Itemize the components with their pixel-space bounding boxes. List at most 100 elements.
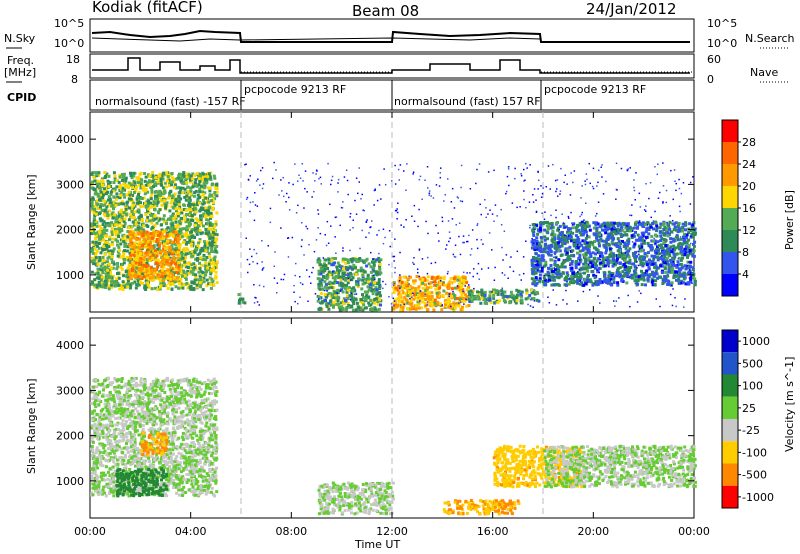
- echo-cell: [625, 233, 629, 237]
- echo-cell: [667, 280, 671, 283]
- echo-cell: [348, 286, 352, 290]
- echo-cell: [123, 285, 127, 289]
- echo-cell: [681, 229, 684, 233]
- echo-cell: [154, 197, 158, 201]
- echo-cell: [606, 237, 610, 241]
- echo-cell: [519, 294, 523, 298]
- echo-cell: [161, 268, 165, 272]
- echo-cell: [394, 286, 398, 290]
- echo-cell: [92, 217, 96, 221]
- echo-cell: [615, 274, 619, 278]
- echo-cell: [663, 261, 667, 264]
- echo-cell: [621, 240, 624, 243]
- echo-cell: [453, 306, 457, 310]
- echo-cell: [417, 293, 421, 297]
- echo-cell: [141, 204, 145, 208]
- echo-cell: [546, 250, 550, 254]
- echo-cell: [119, 219, 123, 223]
- echo-cell: [124, 269, 128, 273]
- echo-cell: [100, 208, 104, 212]
- echo-cell: [154, 190, 158, 193]
- echo-cell: [95, 283, 99, 287]
- echo-cell: [373, 297, 377, 301]
- echo-cell: [629, 275, 633, 279]
- echo-cell: [173, 280, 177, 284]
- echo-cell: [179, 257, 183, 261]
- echo-cell: [118, 184, 122, 187]
- echo-cell: [554, 268, 557, 272]
- echo-cell: [116, 272, 119, 276]
- echo-cell: [204, 267, 208, 271]
- echo-cell: [100, 281, 104, 285]
- echo-cell: [607, 275, 611, 279]
- echo-cell: [623, 271, 627, 275]
- echo-cell: [102, 220, 106, 224]
- echo-cell: [632, 262, 635, 266]
- echo-cell: [209, 270, 213, 274]
- echo-cell: [412, 281, 416, 285]
- nsky-panel-frame: [89, 18, 695, 53]
- echo-cell: [672, 239, 676, 243]
- echo-cell: [642, 262, 646, 266]
- echo-cell: [99, 219, 103, 223]
- echo-cell: [144, 213, 148, 216]
- echo-cell: [442, 275, 446, 279]
- echo-cell: [151, 179, 155, 183]
- echo-cell: [191, 177, 195, 181]
- echo-cell: [164, 185, 168, 189]
- echo-cell: [160, 232, 164, 236]
- echo-cell: [118, 230, 122, 234]
- echo-cell: [154, 258, 158, 262]
- echo-cell: [543, 238, 547, 242]
- echo-cell: [553, 241, 557, 245]
- echo-cell: [113, 178, 117, 182]
- echo-cell: [168, 245, 172, 249]
- echo-cell: [399, 285, 403, 289]
- echo-cell: [212, 174, 216, 178]
- echo-cell: [661, 282, 665, 285]
- echo-cell: [567, 230, 571, 233]
- echo-cell: [329, 283, 333, 287]
- echo-cell: [618, 252, 621, 256]
- echo-cell: [90, 282, 94, 286]
- echo-cell: [204, 231, 208, 235]
- echo-cell: [151, 219, 155, 222]
- echo-cell: [212, 240, 216, 244]
- echo-cell: [146, 232, 150, 236]
- echo-cell: [157, 275, 161, 279]
- echo-cell: [127, 218, 131, 222]
- echo-cell: [653, 266, 657, 269]
- echo-cell: [461, 288, 465, 292]
- echo-cell: [103, 279, 107, 283]
- echo-cell: [341, 259, 345, 263]
- echo-cell: [108, 252, 112, 256]
- echo-cell: [107, 185, 111, 188]
- echo-cell: [211, 266, 215, 270]
- echo-cell: [162, 199, 166, 203]
- echo-cell: [177, 265, 181, 269]
- echo-cell: [587, 224, 591, 228]
- echo-cell: [687, 245, 691, 249]
- echo-cell: [146, 234, 150, 238]
- echo-cell: [576, 276, 580, 280]
- echo-cell: [584, 263, 588, 267]
- echo-cell: [557, 234, 561, 238]
- echo-cell: [492, 288, 496, 292]
- echo-cell: [107, 198, 110, 202]
- echo-cell: [165, 267, 169, 271]
- echo-cell: [645, 254, 649, 258]
- echo-cell: [649, 243, 653, 247]
- echo-cell: [138, 258, 142, 262]
- echo-cell: [195, 248, 199, 252]
- echo-cell: [152, 200, 156, 204]
- echo-cell: [136, 181, 140, 184]
- echo-cell: [93, 214, 97, 217]
- echo-cell: [361, 293, 364, 297]
- echo-cell: [426, 275, 430, 279]
- echo-cell: [542, 276, 546, 280]
- echo-cell: [202, 224, 205, 228]
- echo-cell: [122, 252, 126, 255]
- echo-cell: [586, 269, 590, 273]
- echo-cell: [106, 179, 110, 183]
- echo-cell: [462, 282, 466, 286]
